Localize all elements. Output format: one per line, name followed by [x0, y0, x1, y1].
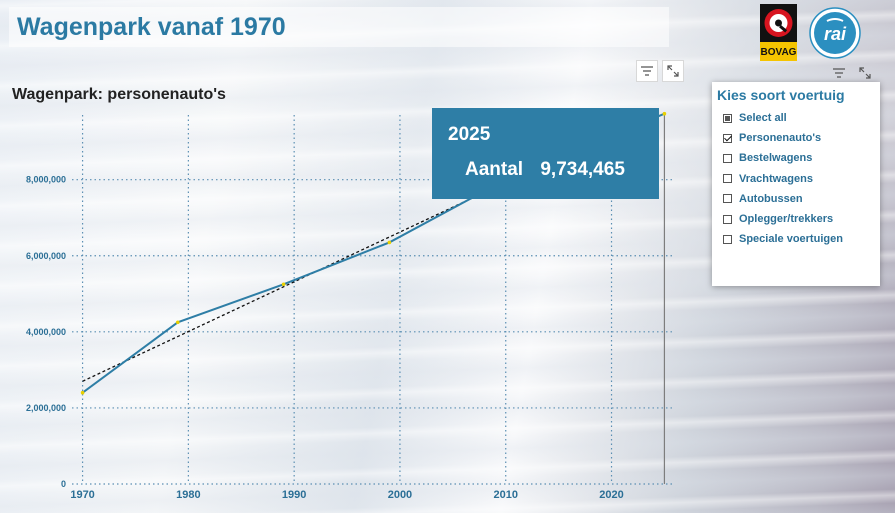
chart-visual-header [636, 60, 684, 82]
chart-filter-icon[interactable] [636, 60, 658, 82]
x-tick-label: 2020 [599, 489, 623, 501]
rai-logo-text: rai [824, 24, 847, 44]
bovag-logo: BOVAG [760, 4, 797, 61]
checkbox-icon[interactable] [723, 194, 732, 204]
rai-logo: rai [809, 7, 861, 59]
slicer-item-label: Select all [739, 112, 787, 125]
tooltip-row: Aantal 9,734,465 [448, 159, 643, 181]
vehicle-type-slicer: Kies soort voertuig Select all Personenau… [712, 82, 880, 286]
y-tick-label: 4,000,000 [26, 327, 66, 337]
tooltip-year: 2025 [448, 124, 491, 145]
slicer-item-select-all[interactable]: Select all [717, 108, 876, 128]
slicer-item-vrachtwagens[interactable]: Vrachtwagens [717, 169, 876, 189]
slicer-item-label: Autobussen [739, 192, 803, 205]
x-tick-label: 1980 [176, 489, 200, 501]
checkbox-icon[interactable] [723, 133, 732, 143]
data-point [281, 282, 286, 287]
tooltip-label: Aantal [465, 159, 524, 180]
page-title-box: Wagenpark vanaf 1970 [9, 7, 669, 47]
slicer-focus-mode-icon[interactable] [854, 62, 876, 84]
slicer-filter-icon[interactable] [828, 62, 850, 84]
checkbox-icon[interactable] [723, 174, 732, 184]
data-point [662, 111, 667, 116]
slicer-item-speciale-voertuigen[interactable]: Speciale voertuigen [717, 229, 876, 249]
slicer-item-label: Bestelwagens [739, 152, 813, 165]
data-point [175, 320, 180, 325]
x-tick-label: 1990 [282, 489, 306, 501]
checkbox-icon[interactable] [723, 113, 732, 123]
slicer-item-label: Vrachtwagens [739, 172, 813, 185]
page-title: Wagenpark vanaf 1970 [17, 13, 286, 41]
x-tick-label: 2000 [388, 489, 412, 501]
tooltip-value: 9,734,465 [540, 159, 625, 180]
slicer-visual-header [828, 62, 876, 84]
chart-tooltip: 2025 Aantal 9,734,465 [432, 108, 659, 199]
slicer-item-personenauto-s[interactable]: Personenauto's [717, 128, 876, 148]
y-tick-label: 0 [61, 479, 66, 489]
line-chart: 1970 1980 1990 2000 2010 2020 0 2,000,000 4,000,… [26, 111, 675, 501]
trendline [82, 186, 496, 382]
slicer-item-label: Oplegger/trekkers [739, 213, 834, 226]
slicer-title: Kies soort voertuig [717, 87, 845, 103]
x-tick-label: 2010 [493, 489, 517, 501]
checkbox-icon[interactable] [723, 234, 732, 244]
checkbox-icon[interactable] [723, 153, 732, 163]
chart-focus-mode-icon[interactable] [662, 60, 684, 82]
x-tick-label: 1970 [70, 489, 94, 501]
bovag-logo-text: BOVAG [761, 47, 797, 58]
checkbox-icon[interactable] [723, 214, 732, 224]
slicer-item-bestelwagens[interactable]: Bestelwagens [717, 148, 876, 168]
chart-title: Wagenpark: personenauto's [12, 86, 226, 103]
slicer-item-oplegger-trekkers[interactable]: Oplegger/trekkers [717, 209, 876, 229]
slicer-item-label: Speciale voertuigen [739, 233, 843, 246]
slicer-item-autobussen[interactable]: Autobussen [717, 189, 876, 209]
data-point [80, 390, 85, 395]
y-tick-label: 2,000,000 [26, 403, 66, 413]
y-tick-label: 6,000,000 [26, 251, 66, 261]
data-point [387, 240, 392, 245]
slicer-item-label: Personenauto's [739, 132, 822, 145]
y-tick-label: 8,000,000 [26, 175, 66, 185]
